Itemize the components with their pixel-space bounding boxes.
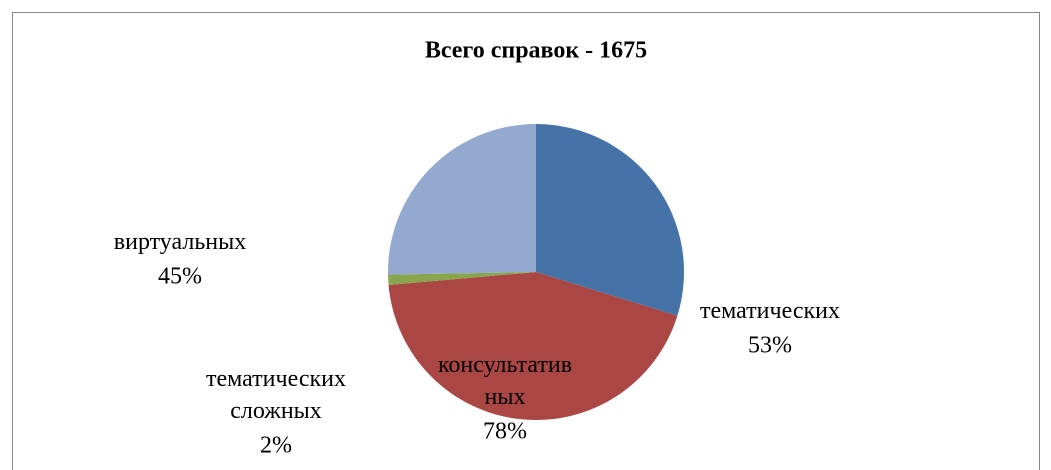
pie-slice — [388, 124, 536, 275]
pie-slice — [388, 272, 678, 420]
pie-slice — [536, 124, 684, 316]
slice-label: тематических сложных — [206, 366, 346, 424]
chart-title: Всего справок - 1675 — [425, 38, 647, 64]
slice-value-label: 78% — [483, 419, 527, 445]
slice-value-label: 53% — [748, 333, 792, 359]
slice-label: тематических — [700, 298, 840, 324]
slice-value-label: 45% — [158, 264, 202, 290]
slice-label: виртуальных — [114, 229, 246, 255]
slice-label: консультатив ных — [438, 352, 572, 410]
slice-value-label: 2% — [260, 433, 292, 459]
pie-slice — [388, 272, 536, 286]
